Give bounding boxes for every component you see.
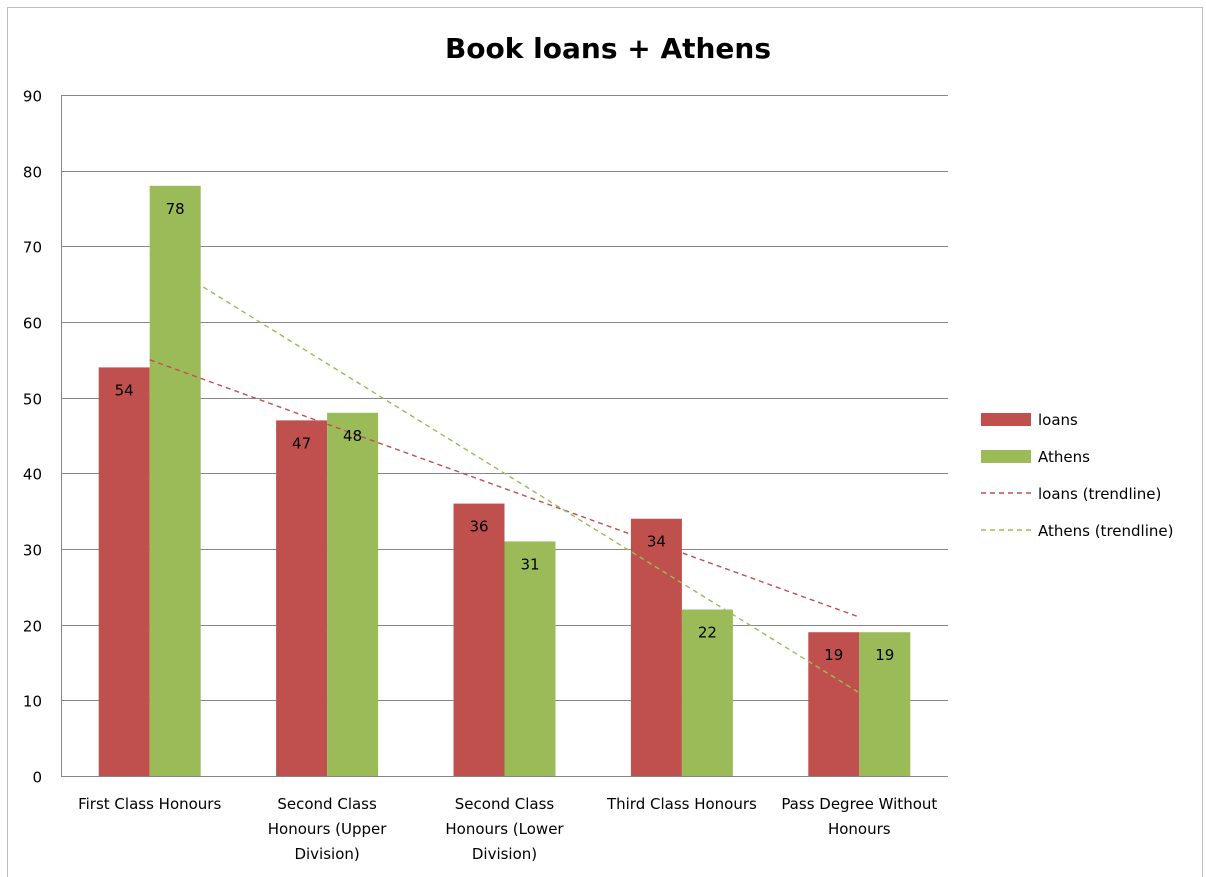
legend-label: loans (trendline) (1038, 485, 1161, 503)
legend-label: Athens (1038, 448, 1090, 466)
data-label: 47 (292, 434, 311, 452)
y-tick-label: 70 (23, 239, 42, 257)
y-tick-label: 0 (32, 769, 42, 787)
bar-loans (808, 632, 860, 776)
x-tick-label: Second Class Honours (Upper Division) (268, 795, 388, 863)
data-label: 54 (115, 381, 134, 399)
y-tick-label: 50 (23, 391, 42, 409)
bar-athens (149, 185, 201, 777)
data-label: 78 (166, 200, 185, 218)
legend-swatch-loans (981, 413, 1031, 426)
bars (98, 185, 911, 777)
y-tick-label: 20 (23, 618, 42, 636)
y-tick-label: 60 (23, 315, 42, 333)
bar-loans (630, 518, 682, 776)
bar-athens (859, 632, 911, 776)
bar-loans (453, 503, 505, 776)
y-tick-label: 10 (23, 693, 42, 711)
chart-title: Book loans + Athens (445, 32, 771, 65)
trendline-athens (149, 253, 860, 694)
y-axis-tick-labels: 0 10 20 30 40 50 60 70 80 90 (23, 88, 42, 787)
data-label: 19 (824, 646, 843, 664)
bar-loans (276, 420, 328, 776)
y-tick-label: 90 (23, 88, 42, 106)
bar-loans (98, 367, 150, 776)
legend-label: Athens (trendline) (1038, 522, 1173, 540)
x-tick-label: Third Class Honours (606, 795, 757, 813)
trendlines (149, 253, 860, 694)
data-label: 48 (343, 427, 362, 445)
legend-swatch-athens (981, 450, 1031, 463)
data-label: 19 (875, 646, 894, 664)
y-tick-label: 80 (23, 164, 42, 182)
x-axis-category-labels: First Class Honours Second Class Honours (… (78, 795, 937, 863)
legend-label: loans (1038, 411, 1078, 429)
bar-athens (504, 541, 556, 776)
data-label: 34 (647, 533, 666, 551)
data-label: 22 (698, 624, 717, 642)
y-tick-label: 30 (23, 542, 42, 560)
legend: loans Athens loans (trendline) Athens (tren… (981, 411, 1173, 540)
bar-athens (681, 609, 733, 776)
x-tick-label: First Class Honours (78, 795, 221, 813)
data-labels: 54 47 36 34 19 78 48 31 22 19 (115, 200, 895, 664)
bar-athens (327, 412, 379, 776)
data-label: 36 (469, 518, 488, 536)
x-tick-label: Pass Degree Without Honours (781, 795, 937, 838)
x-tick-label: Second Class Honours (Lower Division) (445, 795, 564, 863)
y-tick-label: 40 (23, 466, 42, 484)
data-label: 31 (520, 555, 539, 573)
